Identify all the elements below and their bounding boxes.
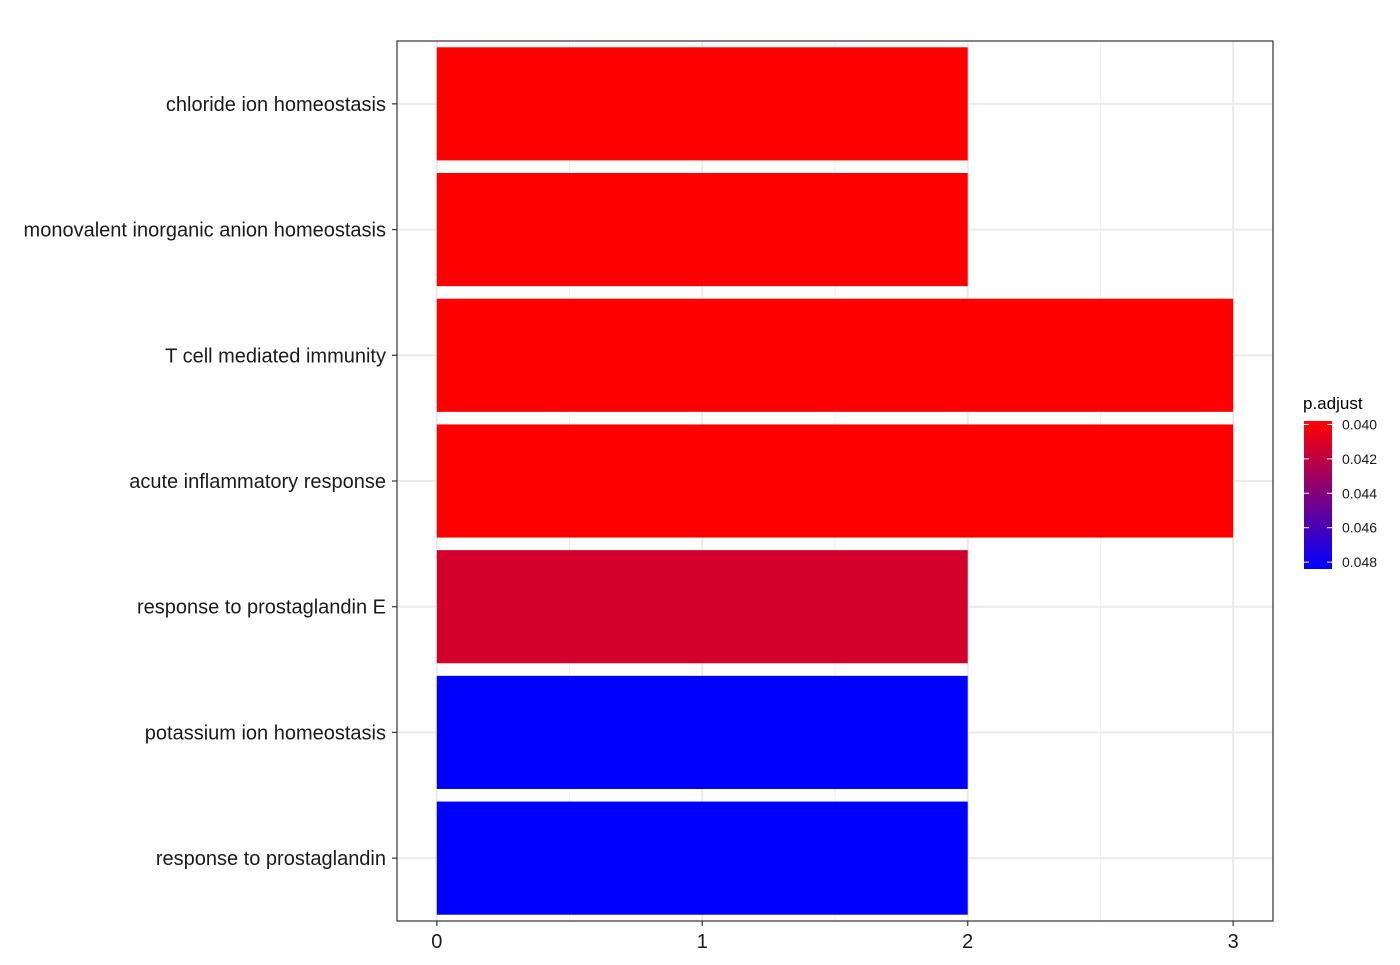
x-tick-label: 1: [697, 931, 708, 953]
legend-colorbar: [1304, 421, 1332, 569]
y-tick-label: T cell mediated immunity: [165, 345, 386, 367]
x-axis: 0 1 2 3: [431, 921, 1239, 953]
color-legend: p.adjust 0.040 0.042 0.044 0.046 0.048: [1303, 394, 1377, 570]
legend-title: p.adjust: [1303, 394, 1363, 413]
x-tick-label: 3: [1228, 931, 1239, 953]
bar: [436, 173, 968, 287]
bar: [436, 550, 968, 664]
legend-tick-label: 0.042: [1342, 451, 1377, 467]
y-tick-label: chloride ion homeostasis: [166, 94, 386, 116]
bars-group: [436, 47, 1234, 915]
bar: [436, 675, 968, 789]
legend-tick-label: 0.040: [1342, 416, 1377, 432]
bar: [436, 47, 968, 161]
y-axis: chloride ion homeostasis monovalent inorg…: [24, 94, 397, 870]
legend-tick-label: 0.046: [1342, 520, 1377, 536]
y-tick-label: response to prostaglandin: [156, 848, 386, 870]
legend-ticks: 0.040 0.042 0.044 0.046 0.048: [1304, 416, 1377, 570]
legend-tick-label: 0.044: [1342, 485, 1377, 501]
legend-tick-label: 0.048: [1342, 554, 1377, 570]
x-tick-label: 2: [962, 931, 973, 953]
y-tick-label: acute inflammatory response: [129, 471, 386, 493]
x-tick-label: 0: [431, 931, 442, 953]
bar: [436, 801, 968, 915]
y-tick-label: response to prostaglandin E: [137, 597, 386, 619]
bar: [436, 298, 1234, 412]
y-tick-label: potassium ion homeostasis: [145, 722, 386, 744]
bar: [436, 424, 1234, 538]
y-tick-label: monovalent inorganic anion homeostasis: [24, 220, 386, 242]
